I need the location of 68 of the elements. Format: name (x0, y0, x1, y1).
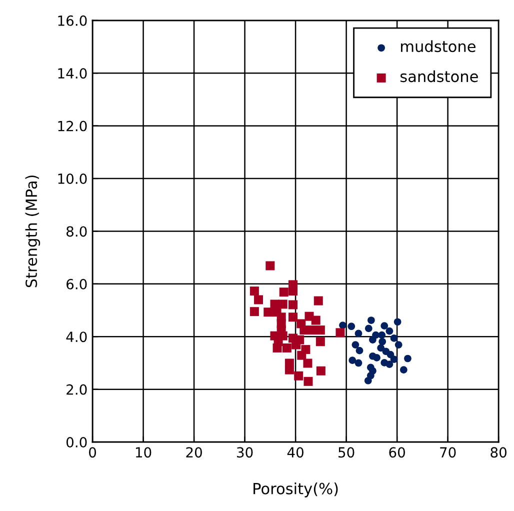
point (264, 308, 273, 317)
point (386, 327, 394, 335)
point (297, 350, 306, 360)
point (250, 286, 259, 296)
point (390, 334, 398, 342)
x-axis-title: Porosity(%) (254, 482, 338, 498)
x-tick-label: 0 (89, 447, 96, 458)
point (380, 322, 388, 330)
y-tick-label: 6.0 (66, 278, 87, 290)
y-tick-label: 0.0 (66, 436, 87, 448)
point (394, 341, 402, 348)
legend-label: sandstone (400, 70, 478, 82)
x-tick-label: 40 (287, 447, 304, 458)
point (250, 307, 259, 316)
point (404, 354, 412, 362)
point (386, 360, 394, 368)
point (336, 328, 345, 338)
point (282, 343, 292, 352)
point (364, 324, 372, 332)
point (394, 318, 402, 326)
point (316, 337, 325, 346)
x-tick-label: 30 (237, 447, 253, 458)
point (352, 341, 360, 348)
y-tick-label: 14.0 (58, 68, 87, 79)
y-tick-label: 12.0 (58, 120, 87, 132)
point (369, 336, 376, 344)
point (356, 346, 364, 354)
point (354, 330, 362, 338)
y-tick-label: 16.0 (58, 15, 87, 26)
x-tick-label: 60 (389, 447, 405, 458)
point (303, 358, 312, 368)
point (400, 366, 408, 374)
x-tick-label: 50 (338, 447, 354, 458)
point (364, 376, 372, 384)
y-tick-label: 8.0 (66, 226, 87, 237)
point (288, 312, 298, 322)
point (348, 322, 356, 330)
point (279, 288, 288, 297)
y-tick-label: 4.0 (66, 332, 87, 342)
y-tick-label: 10.0 (58, 174, 87, 184)
legend-label: mudstone (401, 40, 476, 52)
point (288, 300, 298, 310)
point (254, 295, 263, 304)
point (314, 296, 323, 306)
x-tick-label: 70 (440, 447, 456, 458)
x-tick-label: 10 (136, 447, 152, 458)
y-axis-title: Strength (MPa) (25, 176, 40, 288)
point (300, 326, 309, 335)
point (308, 326, 317, 335)
point (354, 359, 362, 367)
point (390, 356, 398, 363)
point (266, 261, 275, 270)
point (284, 365, 294, 374)
point (373, 354, 380, 362)
point (378, 331, 386, 339)
point (348, 356, 356, 364)
x-tick-label: 20 (186, 447, 202, 458)
point (304, 376, 313, 386)
point (272, 343, 282, 352)
y-tick-label: 2.0 (66, 384, 87, 395)
point (316, 366, 326, 376)
point (378, 338, 386, 346)
point (339, 322, 346, 329)
point (311, 316, 320, 325)
x-tick-label: 80 (490, 447, 506, 458)
point (294, 371, 304, 380)
point (368, 316, 375, 324)
point (278, 300, 288, 309)
